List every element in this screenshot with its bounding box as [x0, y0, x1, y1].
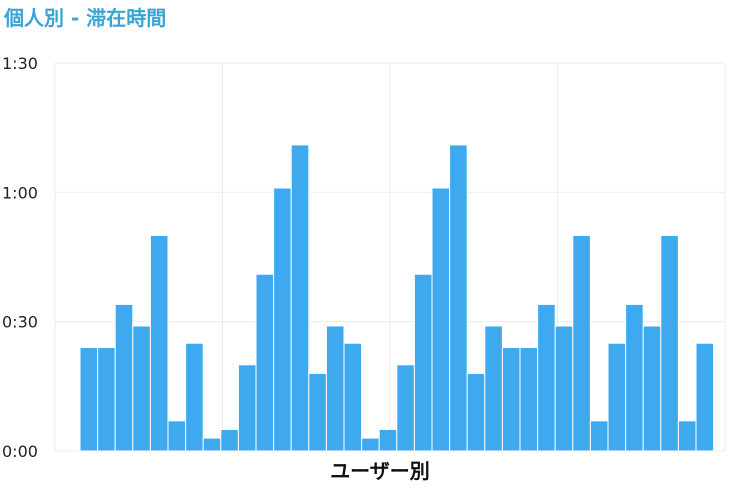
bar [273, 187, 292, 452]
y-axis: 0:00 0:30 1:00 1:30 [2, 54, 38, 461]
bar [255, 273, 275, 452]
bar [572, 234, 591, 452]
bar [519, 347, 539, 452]
bar [413, 273, 433, 452]
bar [149, 234, 169, 452]
bar [79, 347, 99, 452]
bar [677, 420, 697, 452]
bar [132, 325, 151, 452]
chart-title: 個人別 - 滞在時間 [4, 6, 167, 30]
bar [449, 144, 468, 452]
bar [607, 342, 627, 452]
bar [642, 325, 662, 452]
bar [431, 187, 451, 452]
bar [185, 342, 204, 452]
bar [378, 428, 398, 452]
bar [554, 325, 574, 452]
bar [361, 437, 380, 452]
bars [79, 144, 715, 452]
y-tick-label: 0:30 [2, 313, 38, 332]
y-tick-label: 0:00 [2, 442, 38, 461]
bar [466, 372, 486, 452]
y-tick-label: 1:00 [2, 183, 38, 202]
bar [625, 303, 644, 452]
bar [660, 234, 679, 452]
bar [167, 420, 187, 452]
bar [202, 437, 222, 452]
bar [396, 364, 415, 452]
y-tick-label: 1:30 [2, 54, 38, 73]
bar [589, 420, 609, 452]
bar [308, 372, 327, 452]
bar [501, 347, 521, 452]
bar [695, 342, 715, 452]
x-axis-label: ユーザー別 [330, 459, 430, 483]
bar [237, 364, 257, 452]
bar [343, 342, 363, 452]
bar [97, 347, 116, 452]
bar [537, 303, 556, 452]
bar [114, 303, 134, 452]
bar [220, 428, 239, 452]
bar [290, 144, 310, 452]
bar [325, 325, 345, 452]
bar [484, 325, 503, 452]
